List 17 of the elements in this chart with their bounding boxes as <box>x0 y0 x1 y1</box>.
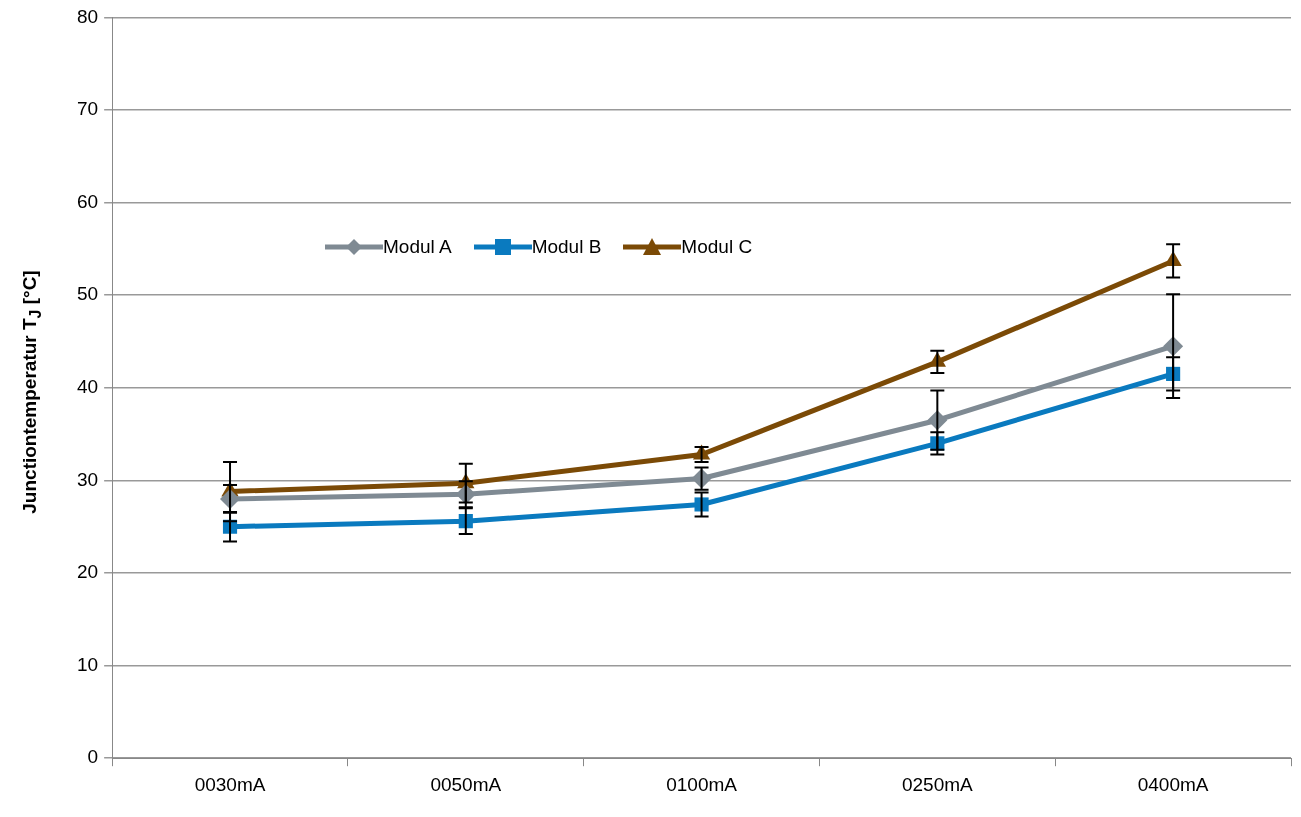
legend-label: Modul B <box>531 236 602 258</box>
y-tick-label: 30 <box>76 468 99 490</box>
y-tick-label: 40 <box>76 376 99 398</box>
legend-label: Modul A <box>383 236 452 258</box>
legend-label: Modul C <box>681 236 753 258</box>
x-tick-label: 0100mA <box>666 773 738 795</box>
x-tick-label: 0400mA <box>1137 773 1209 795</box>
x-tick-label: 0030mA <box>194 773 266 795</box>
y-tick-label: 60 <box>76 190 99 212</box>
y-tick-label: 70 <box>76 98 99 120</box>
x-tick-label: 0050mA <box>430 773 502 795</box>
y-tick-label: 0 <box>87 746 99 768</box>
x-tick-label: 0250mA <box>901 773 974 795</box>
y-tick-label: 20 <box>76 561 99 583</box>
y-tick-label: 50 <box>76 283 99 305</box>
y-tick-label: 10 <box>76 653 99 675</box>
y-tick-label: 80 <box>76 5 99 27</box>
